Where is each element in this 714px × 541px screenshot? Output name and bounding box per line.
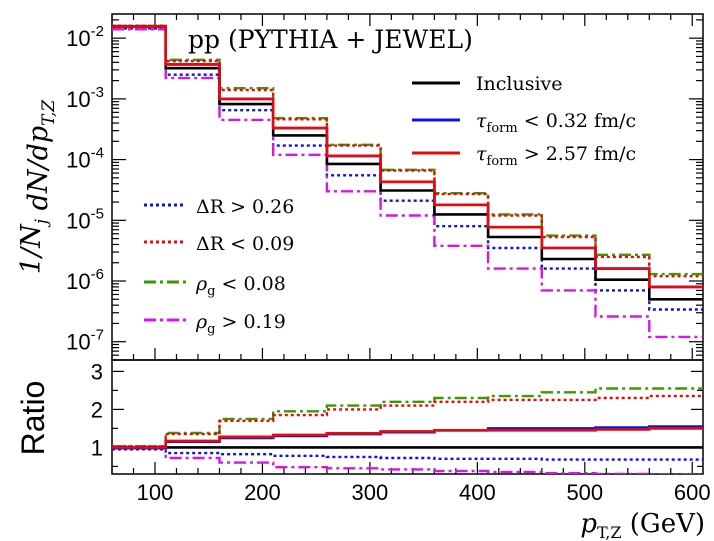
legend-label: ρg > 0.19 — [195, 311, 286, 337]
x-axis-label: pT,Z (GeV) — [580, 509, 705, 541]
ratio-tick-label: 3 — [91, 359, 103, 384]
y-tick-label: 10-4 — [66, 145, 104, 173]
chart-title: pp (PYTHIA + JEWEL) — [188, 25, 473, 54]
y-tick-label: 10-7 — [66, 327, 104, 355]
ratio-r-0-09 — [112, 394, 703, 448]
legend-label: ΔR > 0.26 — [196, 196, 294, 218]
y-tick-label: 10-6 — [66, 266, 104, 294]
axis-ticks: 100 200 300 400 500 600 10-2 10-3 10-4 10-5 10-6 10… — [66, 14, 711, 505]
ratio-series — [112, 387, 703, 474]
x-tick-label: 400 — [459, 480, 496, 505]
series-tau-form-2-57-fm-c — [112, 25, 703, 289]
spectrum-series — [112, 24, 703, 339]
legend-label: Inclusive — [476, 73, 563, 95]
x-tick-label: 300 — [352, 480, 389, 505]
ratio-g-0-08 — [112, 387, 703, 448]
x-tick-label: 200 — [244, 480, 281, 505]
ratio-tau-form-2-57-fm-c — [112, 427, 703, 449]
y-tick-label: 10-5 — [66, 205, 104, 233]
ratio-r-0-26 — [112, 448, 703, 461]
y-axis-label: 1/Nj dN/dpT,Z — [16, 99, 59, 275]
ratio-tick-label: 1 — [91, 435, 103, 460]
ratio-tick-label: 2 — [91, 397, 103, 422]
legend-label: τform > 2.57 fm/c — [476, 143, 636, 169]
ratio-g-0-19 — [112, 445, 703, 474]
legend-label: τform < 0.32 fm/c — [476, 110, 636, 136]
legend-label: ρg < 0.08 — [195, 273, 286, 299]
legend: Inclusive τform < 0.32 fm/c τform > 2.57 f… — [144, 73, 636, 337]
x-tick-label: 100 — [137, 480, 174, 505]
legend-label: ΔR < 0.09 — [196, 233, 294, 255]
x-tick-label: 500 — [566, 480, 603, 505]
ratio-axis-label: Ratio — [15, 381, 51, 456]
y-tick-label: 10-3 — [66, 84, 104, 112]
main-plot-frame — [111, 13, 704, 361]
y-tick-label: 10-2 — [66, 23, 104, 51]
x-tick-label: 600 — [674, 480, 711, 505]
ratio-plot-frame — [111, 359, 704, 475]
